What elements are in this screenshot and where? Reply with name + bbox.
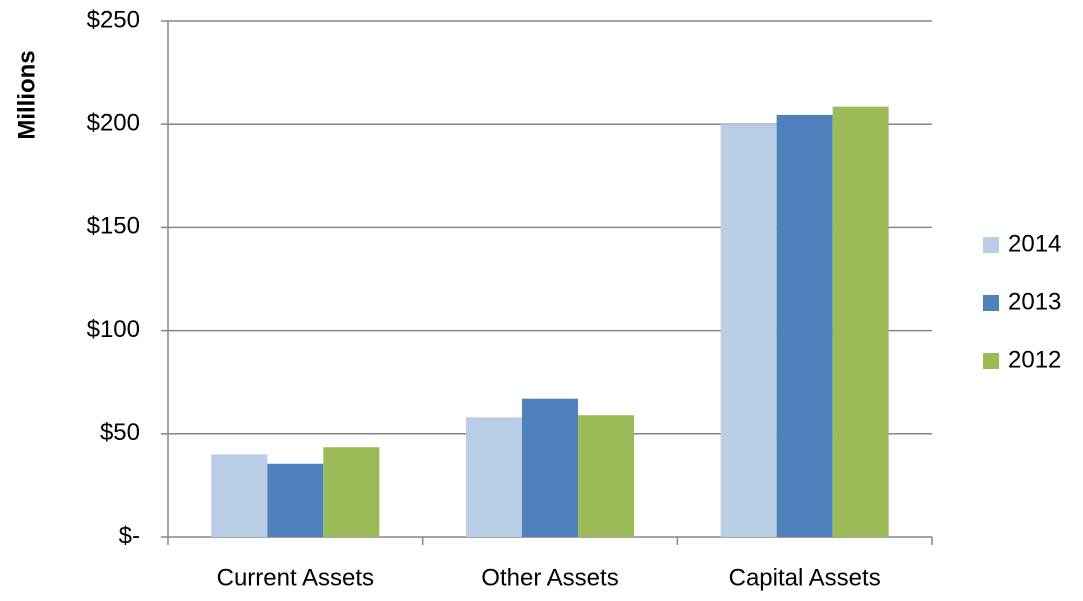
- x-tick-label: Other Assets: [481, 564, 618, 591]
- y-tick-label: $200: [87, 110, 140, 137]
- bar: [267, 463, 324, 537]
- y-tick-label: $150: [87, 213, 140, 240]
- y-tick-label: $100: [87, 316, 140, 343]
- bar: [720, 124, 777, 537]
- y-tick-label: $50: [100, 419, 140, 446]
- legend-label: 2014: [1008, 230, 1061, 257]
- bar: [323, 447, 380, 537]
- bar: [522, 398, 578, 537]
- bar: [211, 454, 268, 537]
- y-tick-label: $250: [87, 6, 140, 33]
- bar: [776, 114, 833, 538]
- y-axis-label: Millions: [13, 50, 40, 139]
- bar: [578, 415, 634, 537]
- x-tick-label: Current Assets: [217, 564, 374, 591]
- bar: [466, 417, 522, 537]
- legend-swatch: [983, 295, 999, 311]
- legend-swatch: [983, 353, 999, 369]
- legend-label: 2012: [1008, 346, 1061, 373]
- legend-label: 2013: [1008, 288, 1061, 315]
- legend-swatch: [983, 237, 999, 253]
- x-tick-label: Capital Assets: [729, 564, 881, 591]
- y-tick-label: $-: [119, 522, 140, 549]
- bar: [832, 106, 889, 537]
